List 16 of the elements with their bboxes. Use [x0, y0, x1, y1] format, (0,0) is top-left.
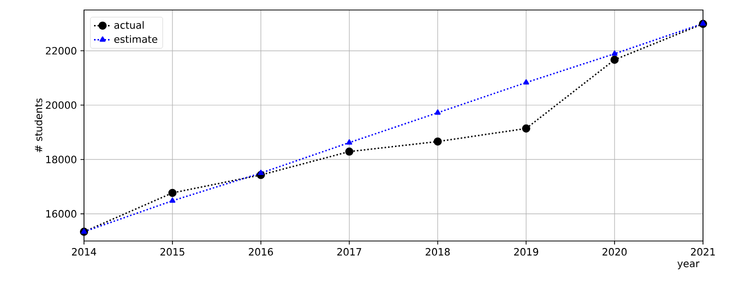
y-axis-title: # students: [34, 98, 42, 152]
x-tick-label: 2015: [160, 248, 184, 256]
x-tick-label: 2019: [514, 248, 538, 256]
x-tick-label: 2020: [602, 248, 627, 256]
y-tick-label: 22000: [46, 46, 76, 55]
x-tick-label: 2017: [337, 248, 362, 256]
x-tick-label: 2021: [691, 248, 715, 256]
y-tick-label: 16000: [46, 210, 76, 218]
y-tick-label: 18000: [46, 156, 76, 164]
y-tick-label: 20000: [46, 101, 76, 109]
x-tick-label: 2014: [72, 248, 96, 256]
legend-label: actual: [114, 21, 144, 29]
x-axis-title: year: [677, 262, 700, 270]
legend-label: estimate: [114, 35, 158, 43]
x-tick-label: 2016: [248, 248, 273, 256]
x-tick-label: 2018: [426, 248, 450, 256]
